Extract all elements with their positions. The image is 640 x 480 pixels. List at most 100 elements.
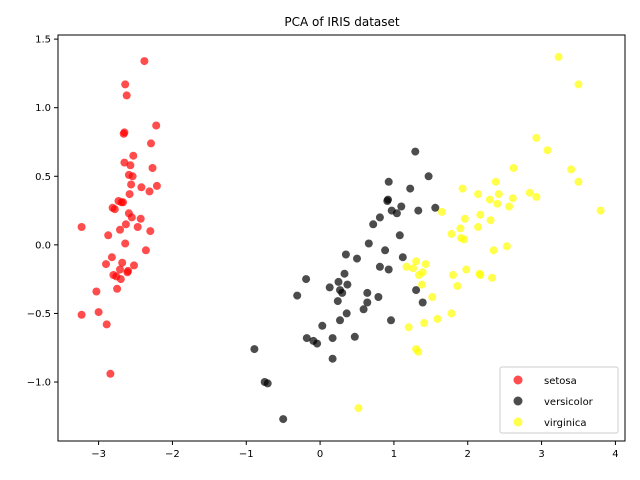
data-point bbox=[121, 220, 130, 229]
data-point bbox=[574, 177, 583, 186]
data-point bbox=[121, 80, 130, 89]
data-point bbox=[486, 216, 495, 225]
data-point bbox=[328, 334, 337, 343]
data-point bbox=[110, 205, 119, 214]
x-tick-label: 1 bbox=[391, 449, 397, 460]
y-axis: −1.0 −0.5 0.0 0.5 1.0 1.5 bbox=[27, 35, 58, 389]
data-point bbox=[418, 298, 427, 307]
data-point bbox=[328, 354, 337, 363]
y-tick-label: 1.0 bbox=[35, 103, 51, 114]
data-point bbox=[363, 288, 372, 297]
data-point bbox=[456, 224, 465, 233]
data-point bbox=[420, 319, 429, 327]
data-point bbox=[428, 293, 437, 301]
data-point bbox=[124, 266, 133, 275]
x-tick-label: −2 bbox=[165, 449, 180, 460]
x-tick-label: −3 bbox=[91, 449, 106, 460]
legend-marker-setosa bbox=[513, 375, 523, 385]
legend-label-setosa: setosa bbox=[544, 376, 577, 387]
y-tick-label: −1.0 bbox=[27, 378, 51, 389]
data-point bbox=[336, 316, 344, 325]
data-point bbox=[525, 188, 534, 197]
data-point bbox=[106, 369, 115, 378]
x-tick-label: −1 bbox=[239, 449, 254, 460]
data-point bbox=[414, 347, 423, 356]
data-point bbox=[147, 139, 155, 148]
x-axis: −3 −2 −1 0 1 2 3 4 bbox=[91, 441, 619, 460]
data-point bbox=[116, 275, 125, 284]
data-point bbox=[485, 195, 494, 204]
data-point bbox=[437, 207, 446, 216]
data-point bbox=[476, 210, 485, 219]
data-point bbox=[126, 161, 135, 170]
data-point bbox=[489, 246, 498, 255]
data-point bbox=[250, 345, 259, 354]
data-point bbox=[146, 227, 155, 236]
data-point bbox=[359, 305, 368, 314]
series-setosa bbox=[77, 57, 161, 378]
data-point bbox=[474, 190, 483, 199]
data-point bbox=[458, 184, 467, 193]
data-point bbox=[350, 332, 359, 341]
data-point bbox=[137, 183, 146, 192]
data-point bbox=[279, 415, 288, 424]
data-point bbox=[102, 260, 110, 269]
data-point bbox=[421, 260, 430, 269]
data-point bbox=[148, 164, 157, 172]
data-point bbox=[395, 231, 404, 240]
data-point bbox=[449, 271, 457, 279]
data-point bbox=[354, 404, 363, 413]
data-point bbox=[412, 286, 421, 295]
data-point bbox=[411, 147, 420, 156]
data-point bbox=[128, 172, 137, 181]
data-point bbox=[460, 214, 469, 223]
data-point bbox=[130, 261, 138, 270]
data-point bbox=[122, 91, 131, 100]
data-point bbox=[145, 187, 154, 196]
data-point bbox=[341, 250, 350, 259]
data-point bbox=[118, 258, 127, 267]
data-point bbox=[374, 293, 383, 301]
data-point bbox=[293, 291, 302, 300]
data-point bbox=[375, 262, 384, 271]
data-point bbox=[476, 271, 485, 279]
data-point bbox=[488, 273, 497, 282]
data-point bbox=[116, 225, 124, 234]
data-point bbox=[325, 283, 334, 292]
chart-title: PCA of IRIS dataset bbox=[284, 15, 400, 29]
x-tick-label: 4 bbox=[612, 449, 618, 460]
legend: setosa versicolor virginica bbox=[499, 366, 619, 434]
data-point bbox=[494, 190, 503, 199]
data-point bbox=[567, 165, 576, 174]
data-point bbox=[505, 202, 514, 211]
data-point bbox=[334, 277, 343, 286]
data-point bbox=[136, 214, 145, 223]
data-point bbox=[418, 280, 426, 289]
data-point bbox=[107, 253, 116, 262]
data-point bbox=[447, 309, 456, 318]
data-point bbox=[141, 246, 150, 255]
data-point bbox=[353, 254, 361, 263]
data-point bbox=[574, 80, 583, 89]
data-point bbox=[333, 297, 342, 306]
series-versicolor bbox=[250, 147, 440, 424]
data-point bbox=[384, 177, 393, 186]
data-point bbox=[120, 128, 129, 137]
data-point bbox=[102, 320, 111, 329]
data-point bbox=[392, 209, 401, 218]
data-point bbox=[133, 223, 142, 231]
data-point bbox=[120, 158, 129, 167]
data-point bbox=[397, 202, 406, 211]
data-point bbox=[502, 242, 511, 251]
data-point bbox=[125, 190, 134, 199]
data-point bbox=[493, 199, 502, 208]
plot-area-frame bbox=[57, 34, 626, 442]
data-point bbox=[121, 239, 130, 248]
y-tick-label: −0.5 bbox=[27, 309, 51, 320]
series-virginica bbox=[354, 52, 605, 413]
data-point bbox=[409, 264, 418, 273]
data-point bbox=[77, 223, 86, 231]
data-point bbox=[152, 181, 161, 190]
legend-label-virginica: virginica bbox=[544, 418, 587, 429]
